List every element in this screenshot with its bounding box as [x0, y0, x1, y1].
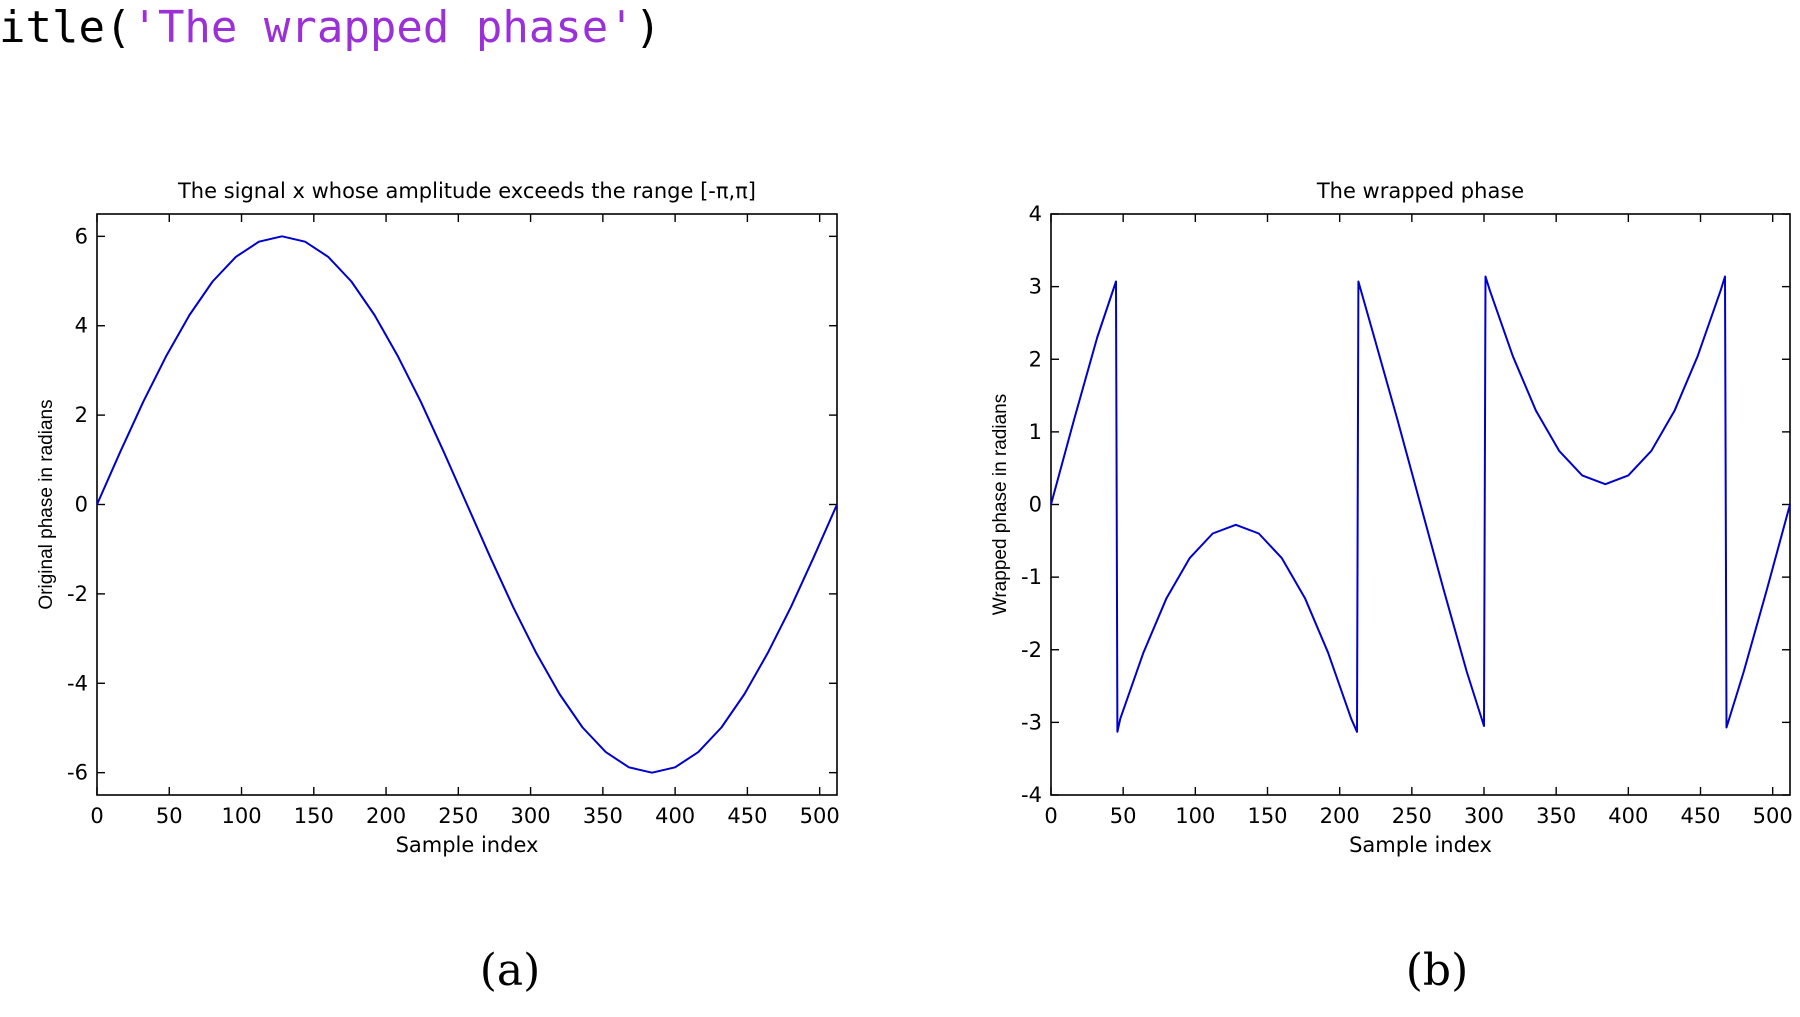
y-tick-label: -2	[1021, 638, 1042, 662]
y-tick-label: -2	[67, 582, 88, 606]
x-tick-label: 400	[655, 804, 695, 828]
code-line: itle('The wrapped phase')	[0, 0, 661, 56]
y-axis-label: Wrapped phase in radians	[990, 394, 1011, 615]
x-tick-label: 0	[90, 804, 103, 828]
x-tick-label: 100	[221, 804, 261, 828]
x-tick-label: 450	[727, 804, 767, 828]
y-tick-label: 1	[1029, 420, 1042, 444]
x-tick-label: 500	[1753, 804, 1793, 828]
panel-caption: (a)	[480, 945, 541, 996]
y-tick-label: -1	[1021, 565, 1042, 589]
y-tick-label: 4	[75, 314, 88, 338]
x-tick-label: 400	[1608, 804, 1648, 828]
x-tick-label: 500	[800, 804, 840, 828]
code-prefix: itle(	[0, 2, 132, 53]
x-tick-label: 450	[1680, 804, 1720, 828]
x-tick-label: 300	[511, 804, 551, 828]
chart-title: The signal x whose amplitude exceeds the…	[177, 179, 756, 203]
y-tick-label: -4	[67, 671, 88, 695]
panel-caption: (b)	[1406, 945, 1469, 996]
y-tick-label: 2	[1029, 347, 1042, 371]
x-tick-label: 50	[1110, 804, 1137, 828]
x-tick-label: 350	[1536, 804, 1576, 828]
x-axis-label: Sample index	[396, 833, 539, 857]
y-tick-label: -3	[1021, 710, 1042, 734]
x-tick-label: 200	[366, 804, 406, 828]
x-tick-label: 150	[294, 804, 334, 828]
chart-wrapped-phase: 0 50 100 150 200 250 300 350 400 450 500 -4 -3 -2 -1 0 1…	[990, 179, 1793, 996]
series-line	[1050, 275, 1791, 733]
chart-title: The wrapped phase	[1316, 179, 1524, 203]
y-tick-label: -4	[1021, 783, 1042, 807]
x-tick-label: 150	[1247, 804, 1287, 828]
code-string-literal: 'The wrapped phase'	[131, 2, 635, 53]
y-axis-label: Original phase in radians	[36, 399, 57, 609]
y-tick-label: 0	[1029, 493, 1042, 517]
x-tick-label: 50	[156, 804, 183, 828]
y-tick-label: 6	[75, 224, 88, 248]
x-tick-label: 300	[1464, 804, 1504, 828]
y-tick-label: 0	[75, 493, 88, 517]
y-tick-label: 4	[1029, 202, 1042, 226]
x-tick-label: 0	[1044, 804, 1057, 828]
x-tick-label: 350	[583, 804, 623, 828]
x-tick-label: 250	[438, 804, 478, 828]
x-tick-label: 100	[1175, 804, 1215, 828]
chart-original-phase: 0 50 100 150 200 250 300 350 400 450 500 -6 -4 -2 0 2 4 6…	[36, 179, 840, 996]
code-suffix: )	[634, 2, 662, 53]
x-axis-label: Sample index	[1349, 833, 1492, 857]
y-tick-label: 2	[75, 403, 88, 427]
y-tick-label: -6	[67, 761, 88, 785]
x-tick-label: 200	[1320, 804, 1360, 828]
series-line	[96, 235, 838, 774]
y-tick-label: 3	[1029, 275, 1042, 299]
x-tick-label: 250	[1392, 804, 1432, 828]
